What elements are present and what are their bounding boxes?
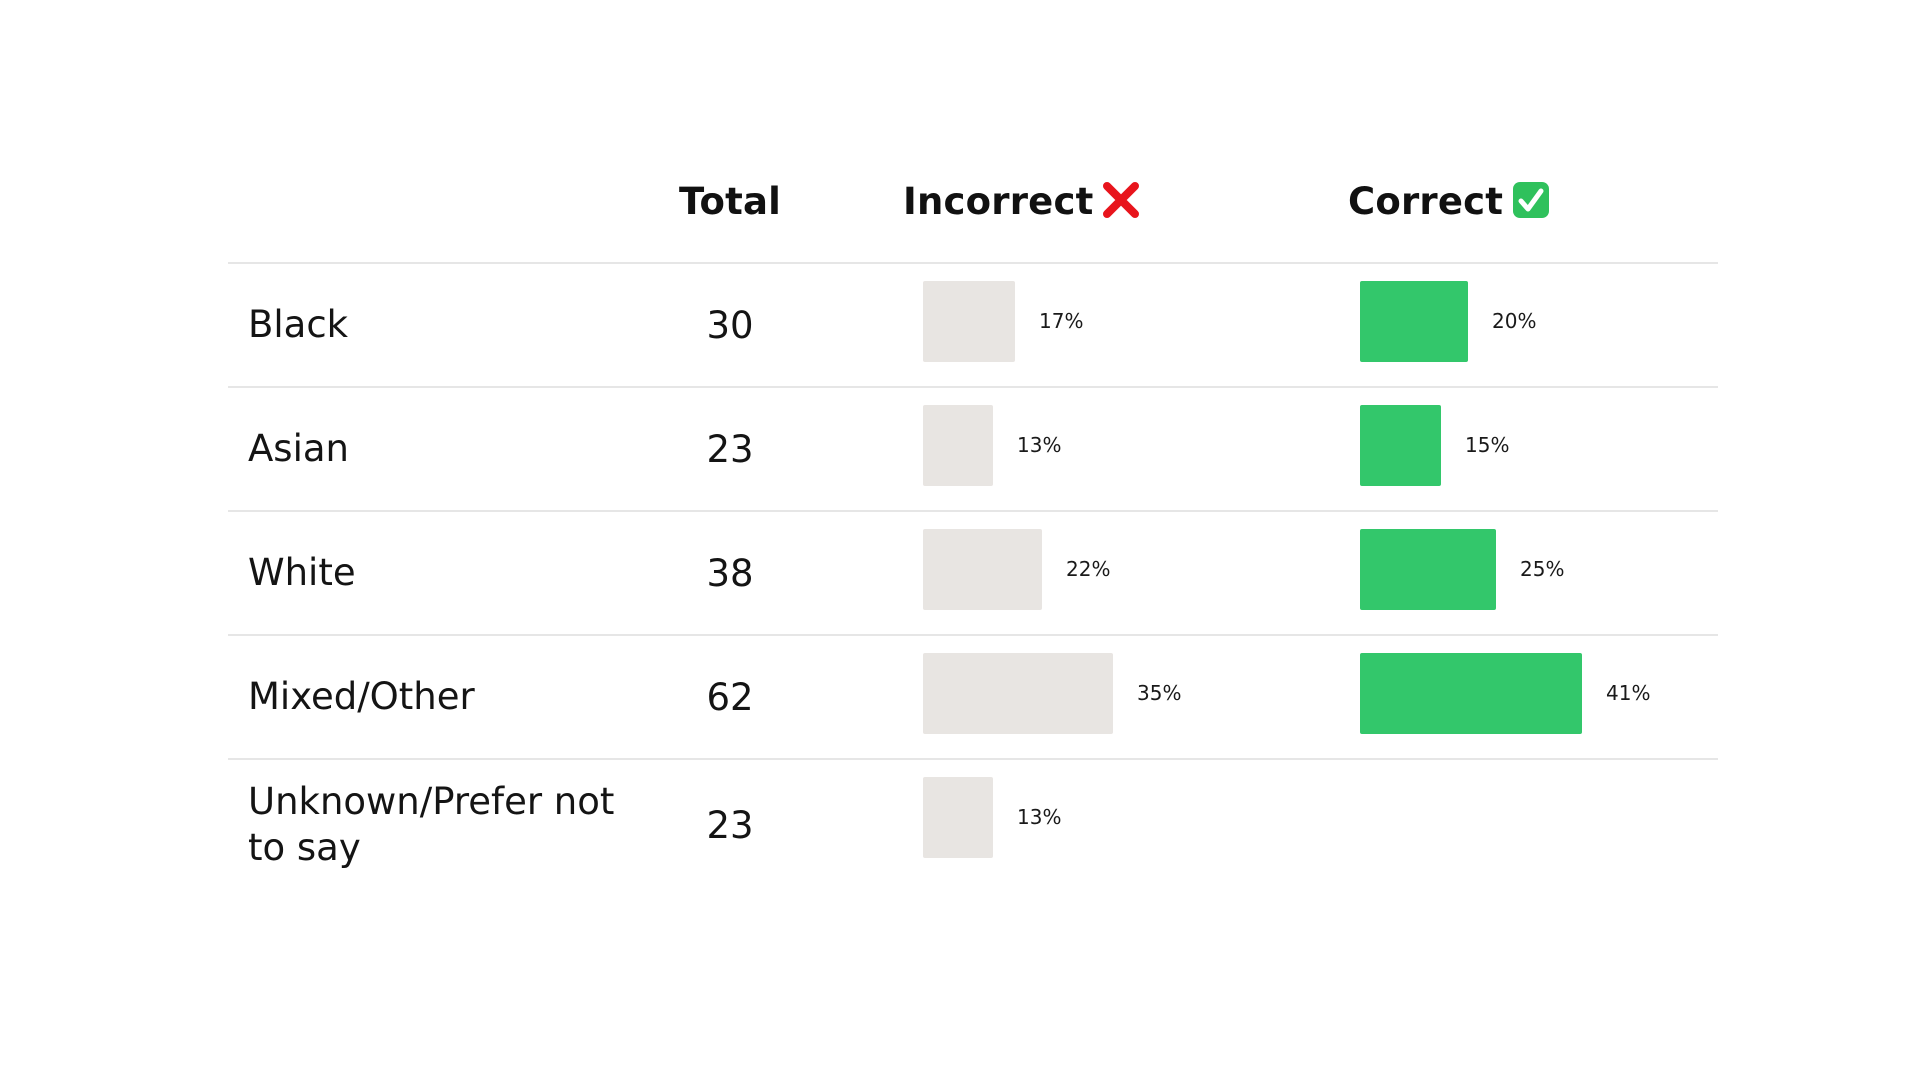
correct-bar [1360,653,1582,734]
header-correct-label: Correct [1348,180,1504,223]
correct-percent-label: 41% [1606,681,1651,705]
header-incorrect-label: Incorrect [903,180,1094,223]
incorrect-percent-label: 17% [1039,309,1084,333]
row-label: Mixed/Other [248,675,475,718]
incorrect-percent-label: 13% [1017,433,1062,457]
table-row: White 38 22% 25% [228,512,1718,636]
correct-percent-label: 25% [1520,557,1565,581]
table-row: Mixed/Other 62 35% 41% [228,636,1718,760]
incorrect-bar [923,529,1042,610]
row-total: 23 [706,427,754,471]
row-total: 23 [706,803,754,847]
correct-percent-label: 15% [1465,433,1510,457]
correct-bar [1360,529,1496,610]
incorrect-percent-label: 13% [1017,805,1062,829]
header-correct: Correct [1348,172,1551,232]
green-check-mark-box-icon [1511,180,1551,220]
incorrect-bar [923,777,993,858]
row-total: 62 [706,675,754,719]
row-label: White [248,551,356,594]
header-total: Total [678,180,782,223]
table-row: Black 30 17% 20% [228,264,1718,388]
ethnicity-table: Total Incorrect Correct Black 30 17% 20% Asi… [228,150,1718,890]
table-row: Unknown/Prefer not to say 23 13% [228,760,1718,890]
header-incorrect: Incorrect [903,172,1141,232]
incorrect-bar [923,281,1015,362]
row-label: Black [248,303,349,346]
red-cross-mark-icon [1101,180,1141,220]
row-label: Unknown/Prefer not to say [248,780,615,869]
table-row: Asian 23 13% 15% [228,388,1718,512]
incorrect-bar [923,653,1113,734]
row-total: 38 [706,551,754,595]
incorrect-bar [923,405,993,486]
row-total: 30 [706,303,754,347]
correct-bar [1360,405,1441,486]
table-header: Total Incorrect Correct [228,150,1718,264]
correct-percent-label: 20% [1492,309,1537,333]
row-label: Asian [248,427,349,470]
correct-bar [1360,281,1468,362]
incorrect-percent-label: 35% [1137,681,1182,705]
incorrect-percent-label: 22% [1066,557,1111,581]
table-body: Black 30 17% 20% Asian 23 13% 15% White 38 22% 25% M… [228,264,1718,890]
